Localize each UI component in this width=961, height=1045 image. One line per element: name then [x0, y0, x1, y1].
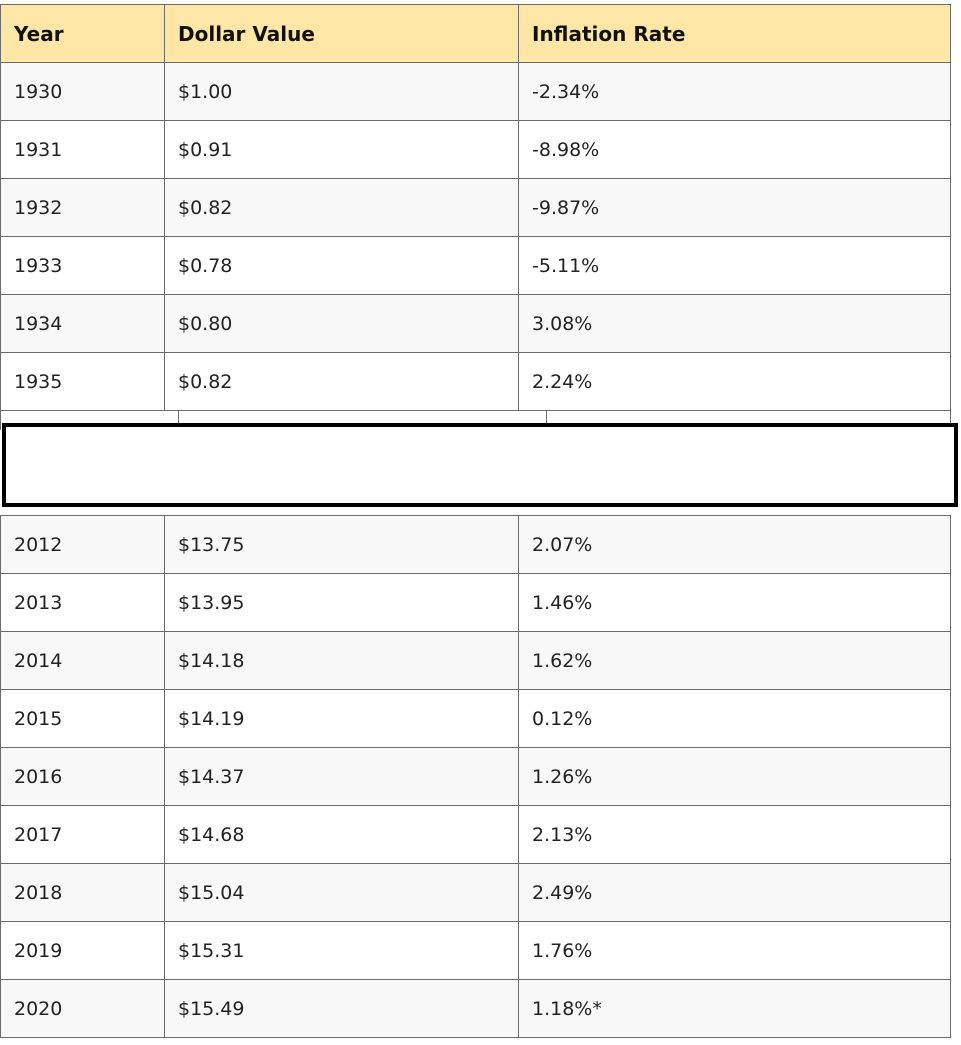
year-cell: 2019 [0, 921, 165, 980]
year-cell: 2020 [0, 979, 165, 1038]
table-row: 1933 $0.78 -5.11% [0, 236, 951, 295]
table-header-row: Year Dollar Value Inflation Rate [0, 4, 951, 63]
inflation-rate-cell: -8.98% [518, 120, 951, 179]
dollar-value-cell: $0.91 [164, 120, 519, 179]
table-row: 2016 $14.37 1.26% [0, 747, 951, 806]
dollar-value-cell: $0.82 [164, 352, 519, 411]
inflation-rate-cell: 2.13% [518, 805, 951, 864]
year-cell: 2017 [0, 805, 165, 864]
redaction-box [2, 423, 958, 507]
inflation-rate-cell: -2.34% [518, 62, 951, 121]
table-row: 1934 $0.80 3.08% [0, 294, 951, 353]
year-cell: 1934 [0, 294, 165, 353]
header-year: Year [0, 4, 165, 63]
table-row: 1932 $0.82 -9.87% [0, 178, 951, 237]
dollar-value-cell: $13.95 [164, 573, 519, 632]
hidden-cell [1, 411, 179, 430]
inflation-rate-cell: 1.76% [518, 921, 951, 980]
dollar-value-cell: $14.18 [164, 631, 519, 690]
dollar-value-cell: $15.31 [164, 921, 519, 980]
year-cell: 1935 [0, 352, 165, 411]
year-cell: 2018 [0, 863, 165, 922]
dollar-value-cell: $14.37 [164, 747, 519, 806]
table-row: 1931 $0.91 -8.98% [0, 120, 951, 179]
table-row: 2019 $15.31 1.76% [0, 921, 951, 980]
inflation-table-bottom: 2012 $13.75 2.07% 2013 $13.95 1.46% 2014 $14.18… [0, 515, 951, 1038]
year-cell: 1932 [0, 178, 165, 237]
inflation-rate-cell: 1.26% [518, 747, 951, 806]
dollar-value-cell: $15.49 [164, 979, 519, 1038]
inflation-rate-cell: -5.11% [518, 236, 951, 295]
year-cell: 2012 [0, 515, 165, 574]
table-row: 2018 $15.04 2.49% [0, 863, 951, 922]
inflation-rate-cell: 2.24% [518, 352, 951, 411]
inflation-rate-cell: 2.49% [518, 863, 951, 922]
inflation-rate-cell: 1.62% [518, 631, 951, 690]
table-row: 2014 $14.18 1.62% [0, 631, 951, 690]
dollar-value-cell: $0.80 [164, 294, 519, 353]
table-row: 2012 $13.75 2.07% [0, 515, 951, 574]
inflation-rate-cell: 0.12% [518, 689, 951, 748]
year-cell: 2016 [0, 747, 165, 806]
header-dollar-value: Dollar Value [164, 4, 519, 63]
year-cell: 2013 [0, 573, 165, 632]
dollar-value-cell: $13.75 [164, 515, 519, 574]
partially-hidden-row [0, 410, 951, 430]
dollar-value-cell: $14.68 [164, 805, 519, 864]
table-row: 2015 $14.19 0.12% [0, 689, 951, 748]
inflation-rate-cell: -9.87% [518, 178, 951, 237]
table-row: 1930 $1.00 -2.34% [0, 62, 951, 121]
year-cell: 1933 [0, 236, 165, 295]
dollar-value-cell: $0.82 [164, 178, 519, 237]
year-cell: 1930 [0, 62, 165, 121]
header-inflation-rate: Inflation Rate [518, 4, 951, 63]
inflation-rate-cell: 2.07% [518, 515, 951, 574]
dollar-value-cell: $1.00 [164, 62, 519, 121]
table-row: 2013 $13.95 1.46% [0, 573, 951, 632]
hidden-cell [547, 411, 951, 430]
dollar-value-cell: $14.19 [164, 689, 519, 748]
table-row: 1935 $0.82 2.24% [0, 352, 951, 411]
hidden-cell [179, 411, 547, 430]
table-row: 2020 $15.49 1.18%* [0, 979, 951, 1038]
inflation-rate-cell: 1.18%* [518, 979, 951, 1038]
year-cell: 2015 [0, 689, 165, 748]
dollar-value-cell: $15.04 [164, 863, 519, 922]
year-cell: 2014 [0, 631, 165, 690]
inflation-rate-cell: 1.46% [518, 573, 951, 632]
year-cell: 1931 [0, 120, 165, 179]
inflation-table-top: Year Dollar Value Inflation Rate 1930 $1.… [0, 4, 951, 411]
table-row: 2017 $14.68 2.13% [0, 805, 951, 864]
dollar-value-cell: $0.78 [164, 236, 519, 295]
inflation-rate-cell: 3.08% [518, 294, 951, 353]
